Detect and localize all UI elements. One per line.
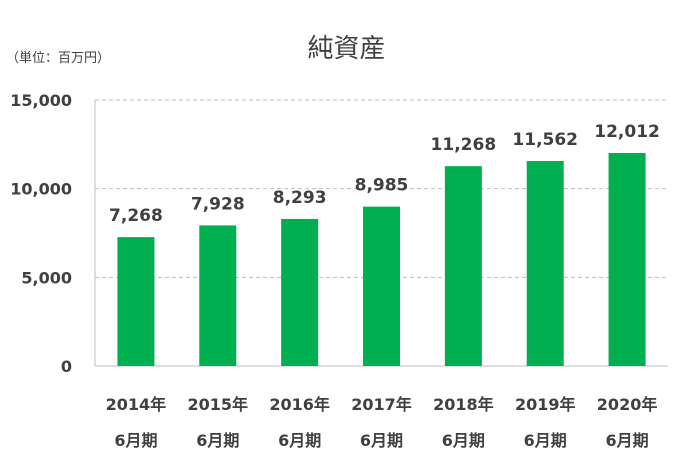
x-tick-label-month: 6月期 — [196, 431, 239, 450]
x-tick-label-month: 6月期 — [360, 431, 403, 450]
y-tick-label: 15,000 — [10, 91, 72, 110]
x-tick-label-year: 2016年 — [269, 395, 330, 414]
bar — [281, 218, 319, 366]
x-tick-label-month: 6月期 — [278, 431, 321, 450]
x-tick-label-month: 6月期 — [114, 431, 157, 450]
x-tick-label-year: 2018年 — [433, 395, 494, 414]
y-tick-label: 10,000 — [10, 180, 72, 199]
x-tick-label-year: 2019年 — [515, 395, 576, 414]
x-tick-label-year: 2015年 — [188, 395, 249, 414]
x-tick-label-year: 2020年 — [597, 395, 658, 414]
data-label: 7,268 — [109, 206, 163, 226]
y-tick-label: 0 — [61, 357, 72, 376]
data-label: 12,012 — [594, 122, 660, 142]
data-label: 11,562 — [512, 130, 578, 150]
x-tick-label-month: 6月期 — [524, 431, 567, 450]
chart-title: 純資産 — [307, 34, 386, 64]
data-label: 11,268 — [431, 135, 497, 155]
data-label: 8,293 — [273, 188, 327, 208]
x-tick-label-year: 2017年 — [351, 395, 412, 414]
x-tick-label-month: 6月期 — [606, 431, 649, 450]
bar — [363, 206, 400, 366]
bar — [117, 237, 155, 366]
bar — [444, 166, 482, 366]
data-label: 7,928 — [191, 194, 245, 214]
data-label: 8,985 — [355, 176, 409, 196]
x-tick-label-month: 6月期 — [442, 431, 485, 450]
y-tick-label: 5,000 — [21, 268, 72, 287]
unit-label: （単位：百万円） — [6, 51, 111, 66]
x-tick-label-year: 2014年 — [106, 395, 167, 414]
bar — [526, 160, 564, 366]
bar — [608, 152, 646, 366]
bar — [199, 225, 237, 366]
